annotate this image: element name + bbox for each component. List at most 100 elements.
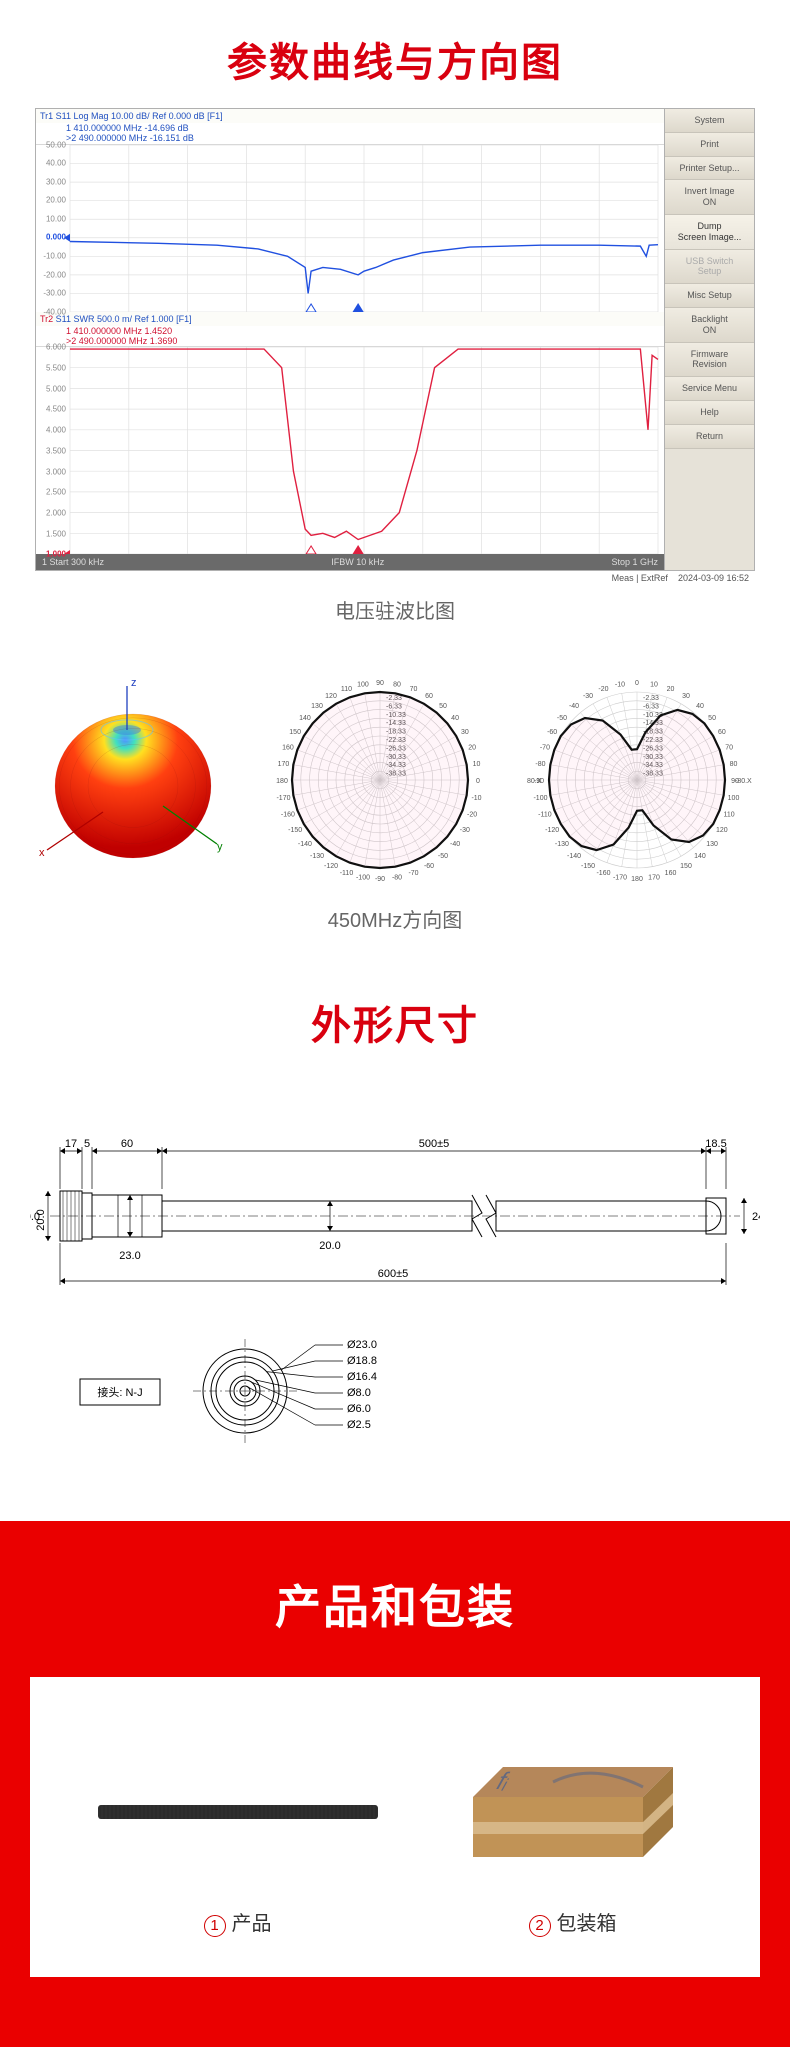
- vna-screenshot: Tr1 S11 Log Mag 10.00 dB/ Ref 0.000 dB […: [35, 108, 755, 585]
- svg-text:170: 170: [648, 875, 660, 882]
- svg-text:110: 110: [341, 686, 352, 693]
- svg-text:10: 10: [650, 682, 658, 689]
- plot2-m2: >2 490.000000 MHz 1.3690: [66, 336, 658, 346]
- vna-footer: Meas | ExtRef 2024-03-09 16:52: [35, 571, 755, 585]
- svg-text:120: 120: [716, 827, 728, 834]
- svg-text:30: 30: [682, 694, 690, 701]
- num-2-icon: 2: [529, 1915, 551, 1937]
- svg-text:-160: -160: [596, 870, 610, 877]
- svg-text:-80.X: -80.X: [735, 778, 752, 785]
- svg-text:-70: -70: [539, 745, 549, 752]
- svg-text:150: 150: [289, 729, 301, 736]
- svg-text:-60: -60: [424, 863, 434, 870]
- footer-time: 2024-03-09 16:52: [678, 573, 749, 583]
- pattern-3d: z x y: [33, 674, 243, 884]
- side-btn-3[interactable]: Invert ImageON: [665, 180, 754, 215]
- svg-text:-160: -160: [281, 812, 295, 819]
- vna-statusbar: 1 Start 300 kHz IFBW 10 kHz Stop 1 GHz: [36, 554, 664, 570]
- polar-elevation: 0102030405060708090100110120130140150160…: [517, 664, 757, 894]
- svg-text:-20: -20: [598, 686, 608, 693]
- svg-text:-30: -30: [583, 694, 593, 701]
- svg-text:70: 70: [725, 745, 733, 752]
- side-btn-7[interactable]: BacklightON: [665, 308, 754, 343]
- svg-text:-110: -110: [538, 812, 552, 819]
- svg-text:18.5: 18.5: [705, 1138, 726, 1150]
- svg-text:-120: -120: [545, 827, 559, 834]
- svg-text:130: 130: [706, 841, 718, 848]
- plot2-m1: 1 410.000000 MHz 1.4520: [66, 326, 658, 336]
- pack-item-product: 1产品: [88, 1747, 388, 1937]
- svg-text:-140: -140: [298, 841, 312, 848]
- polar-azimuth: 9080706050403020100-10-20-30-40-50-60-70…: [260, 664, 500, 894]
- svg-text:600±5: 600±5: [378, 1268, 409, 1280]
- svg-text:0: 0: [635, 680, 639, 687]
- svg-text:20: 20: [468, 745, 476, 752]
- side-btn-10[interactable]: Help: [665, 401, 754, 425]
- svg-text:23.0: 23.0: [119, 1250, 140, 1262]
- svg-text:Ø18.8: Ø18.8: [347, 1355, 377, 1367]
- svg-text:-40: -40: [450, 841, 460, 848]
- svg-text:-140: -140: [567, 853, 581, 860]
- title-dimensions: 外形尺寸: [0, 963, 790, 1071]
- svg-text:150: 150: [680, 863, 692, 870]
- svg-text:-130: -130: [310, 853, 324, 860]
- svg-text:-100: -100: [533, 795, 547, 802]
- svg-text:x: x: [39, 847, 45, 859]
- status-left: 1 Start 300 kHz: [36, 557, 110, 567]
- plot1-m2: >2 490.000000 MHz -16.151 dB: [66, 133, 658, 143]
- svg-text:Ø2.5: Ø2.5: [347, 1419, 371, 1431]
- svg-text:80: 80: [729, 761, 737, 768]
- side-btn-9[interactable]: Service Menu: [665, 377, 754, 401]
- svg-text:-150: -150: [288, 827, 302, 834]
- side-btn-6[interactable]: Misc Setup: [665, 284, 754, 308]
- plot2-header-txt: S11 SWR 500.0 m/ Ref 1.000 [F1]: [53, 314, 191, 324]
- svg-text:100: 100: [357, 682, 369, 689]
- side-btn-5[interactable]: USB SwitchSetup: [665, 250, 754, 285]
- svg-text:60: 60: [718, 729, 726, 736]
- svg-text:180: 180: [631, 876, 643, 883]
- side-btn-11[interactable]: Return: [665, 425, 754, 449]
- svg-text:140: 140: [694, 853, 706, 860]
- svg-text:0: 0: [476, 778, 480, 785]
- svg-text:-100: -100: [356, 875, 370, 882]
- svg-text:y: y: [217, 841, 223, 853]
- svg-text:170: 170: [278, 761, 290, 768]
- status-right: Stop 1 GHz: [605, 557, 664, 567]
- svg-text:180: 180: [276, 778, 288, 785]
- label-box: 2包装箱: [443, 1907, 703, 1937]
- svg-text:-50: -50: [438, 853, 448, 860]
- side-btn-0[interactable]: System: [665, 109, 754, 133]
- side-btn-2[interactable]: Printer Setup...: [665, 157, 754, 181]
- plot2-area: 6.0005.5005.0004.5004.0003.5003.0002.500…: [36, 346, 664, 554]
- side-btn-4[interactable]: DumpScreen Image...: [665, 215, 754, 250]
- svg-text:-10: -10: [471, 795, 481, 802]
- product-box-image: fᵢ: [443, 1727, 703, 1877]
- svg-text:z: z: [131, 677, 137, 689]
- svg-text:40: 40: [451, 715, 459, 722]
- svg-text:-80: -80: [392, 875, 402, 882]
- status-center: IFBW 10 kHz: [110, 557, 605, 567]
- svg-text:100: 100: [727, 795, 739, 802]
- plot1-markers: 1 410.000000 MHz -14.696 dB >2 490.00000…: [36, 123, 664, 144]
- svg-text:20.0: 20.0: [319, 1240, 340, 1252]
- side-btn-1[interactable]: Print: [665, 133, 754, 157]
- svg-text:80: 80: [393, 682, 401, 689]
- svg-text:120: 120: [325, 694, 337, 701]
- side-btn-8[interactable]: FirmwareRevision: [665, 343, 754, 378]
- svg-text:-150: -150: [581, 863, 595, 870]
- svg-text:-10: -10: [615, 682, 625, 689]
- svg-text:60: 60: [121, 1138, 133, 1150]
- svg-text:110: 110: [723, 812, 734, 819]
- svg-text:-6.33: -6.33: [643, 704, 659, 711]
- svg-text:20: 20: [666, 686, 674, 693]
- svg-text:-50: -50: [557, 715, 567, 722]
- pattern-row: z x y 9080706050403020100-10-20-30-40-50…: [0, 654, 790, 894]
- plot2-header: Tr2 S11 SWR 500.0 m/ Ref 1.000 [F1]: [36, 312, 664, 326]
- svg-text:-120: -120: [324, 863, 338, 870]
- svg-text:140: 140: [299, 715, 311, 722]
- svg-text:-30: -30: [460, 827, 470, 834]
- svg-text:10: 10: [473, 761, 481, 768]
- svg-text:-170: -170: [613, 875, 627, 882]
- svg-text:50: 50: [708, 715, 716, 722]
- plot2-markers: 1 410.000000 MHz 1.4520 >2 490.000000 MH…: [36, 326, 664, 347]
